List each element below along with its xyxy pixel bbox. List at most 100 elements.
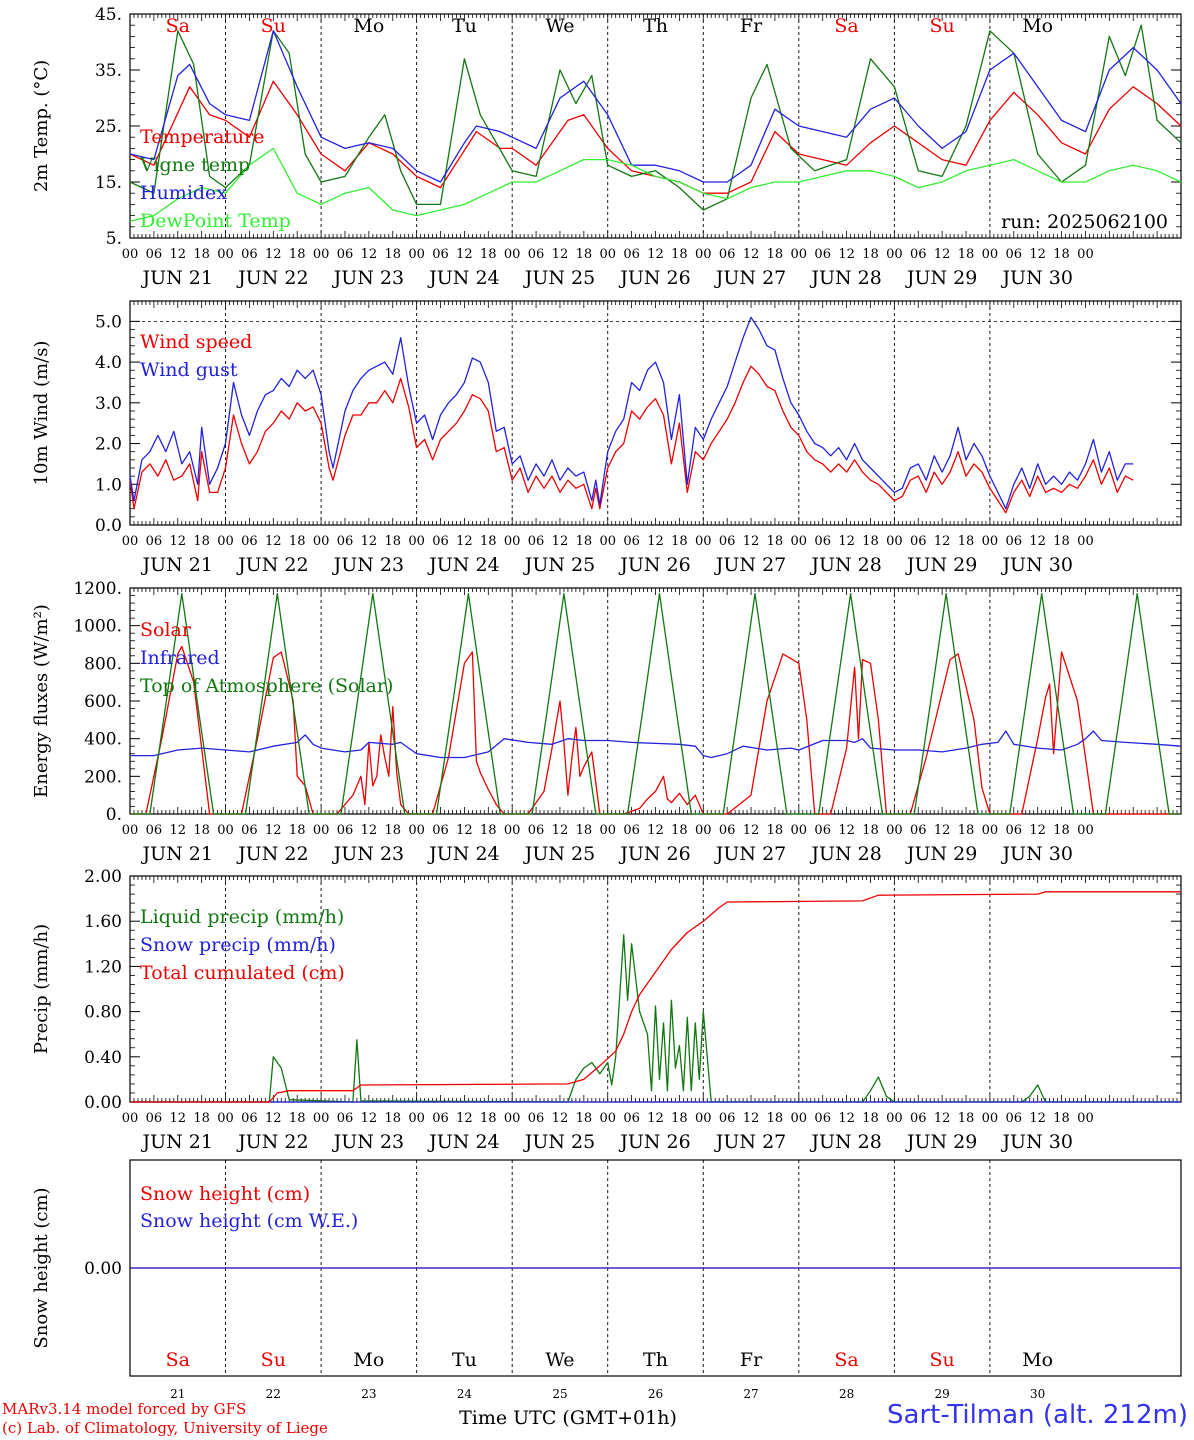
x-hour-label: 18	[1053, 247, 1070, 262]
x-day-label: JUN 25	[523, 267, 595, 289]
x-hour-label: 12	[647, 823, 664, 838]
x-day-number: 25	[552, 1387, 567, 1401]
x-day-label: JUN 26	[618, 1131, 690, 1153]
y-axis-title: Energy fluxes (W/m²)	[31, 604, 52, 798]
x-hour-label: 06	[337, 1111, 354, 1126]
x-hour-label: 00	[408, 1111, 425, 1126]
x-day-label: JUN 21	[141, 267, 213, 289]
legend-entry: Total cumulated (cm)	[140, 962, 345, 984]
plot-frame	[129, 300, 1182, 526]
x-hour-label: 12	[169, 1111, 186, 1126]
x-hour-label: 00	[791, 823, 808, 838]
x-hour-label: 12	[838, 823, 855, 838]
x-day-label: JUN 21	[141, 1131, 213, 1153]
credit-line-2: (c) Lab. of Climatology, University of L…	[2, 1419, 328, 1437]
x-day-label: JUN 29	[905, 554, 977, 576]
x-hour-label: 18	[289, 534, 306, 549]
x-day-label: JUN 26	[618, 267, 690, 289]
x-day-number: 27	[743, 1387, 758, 1401]
x-hour-label: 00	[313, 534, 330, 549]
x-hour-label: 00	[1077, 534, 1094, 549]
x-hour-label: 00	[122, 823, 139, 838]
series-line	[129, 316, 1134, 510]
x-hour-label: 00	[886, 1111, 903, 1126]
x-day-label: JUN 22	[236, 267, 308, 289]
x-hour-label: 00	[217, 1111, 234, 1126]
x-day-number: 29	[934, 1387, 949, 1401]
x-day-label: JUN 27	[714, 554, 786, 576]
y-tick-label: 1.60	[84, 912, 122, 932]
x-hour-label: 18	[767, 534, 784, 549]
x-hour-label: 06	[719, 247, 736, 262]
x-hour-label: 00	[504, 247, 521, 262]
y-tick-label: 2.00	[84, 867, 122, 887]
x-hour-label: 12	[265, 1111, 282, 1126]
x-hour-label: 12	[265, 247, 282, 262]
x-hour-label: 18	[480, 823, 497, 838]
x-hour-label: 06	[432, 1111, 449, 1126]
weekday-label: Th	[643, 1349, 668, 1371]
x-hour-label: 12	[265, 823, 282, 838]
x-hour-label: 06	[241, 823, 258, 838]
x-day-label: JUN 29	[905, 267, 977, 289]
x-hour-label: 06	[146, 247, 163, 262]
x-hour-label: 12	[647, 247, 664, 262]
x-hour-label: 18	[671, 534, 688, 549]
x-day-label: JUN 29	[905, 843, 977, 865]
legend-entry: Snow precip (mm/h)	[140, 934, 336, 956]
x-hour-label: 06	[241, 247, 258, 262]
y-tick-label: 45.	[95, 5, 122, 25]
x-hour-label: 12	[361, 247, 378, 262]
x-day-label: JUN 27	[714, 1131, 786, 1153]
series-line	[130, 592, 1181, 815]
x-hour-label: 12	[1029, 247, 1046, 262]
x-day-number: 30	[1030, 1387, 1045, 1401]
y-tick-label: 25.	[95, 117, 122, 137]
x-hour-label: 06	[910, 823, 927, 838]
x-hour-label: 12	[838, 534, 855, 549]
weekday-label: Mo	[1022, 15, 1053, 37]
x-day-label: JUN 21	[141, 554, 213, 576]
x-hour-label: 12	[838, 247, 855, 262]
y-tick-label: 600.	[84, 692, 122, 712]
y-tick-label: 1.20	[84, 957, 122, 977]
x-day-label: JUN 24	[427, 1131, 499, 1153]
x-hour-label: 12	[1029, 1111, 1046, 1126]
series-line	[129, 365, 1134, 514]
weekday-label: Th	[643, 15, 668, 37]
y-tick-label: 400.	[84, 730, 122, 750]
weekday-label: Su	[261, 1349, 286, 1371]
x-hour-label: 06	[337, 247, 354, 262]
x-hour-label: 12	[743, 534, 760, 549]
x-hour-label: 06	[432, 823, 449, 838]
x-day-label: JUN 28	[809, 554, 881, 576]
x-hour-label: 18	[1053, 1111, 1070, 1126]
weekday-label: Sa	[834, 15, 858, 37]
weekday-label: Su	[930, 1349, 955, 1371]
legend-entry: DewPoint Temp	[140, 210, 291, 232]
x-day-label: JUN 25	[523, 1131, 595, 1153]
x-hour-label: 00	[313, 247, 330, 262]
y-tick-label: 0.40	[84, 1048, 122, 1068]
y-tick-label: 1.0	[95, 475, 122, 495]
x-hour-label: 00	[1077, 247, 1094, 262]
x-hour-label: 18	[671, 247, 688, 262]
x-hour-label: 00	[791, 1111, 808, 1126]
x-hour-label: 06	[146, 823, 163, 838]
legend-entry: Temperature	[140, 126, 264, 148]
plot-frame	[129, 13, 1182, 239]
x-hour-label: 12	[361, 1111, 378, 1126]
x-hour-label: 06	[814, 534, 831, 549]
weekday-label: We	[545, 1349, 574, 1371]
x-day-label: JUN 27	[714, 843, 786, 865]
series-line	[129, 147, 1182, 222]
x-hour-label: 06	[1006, 1111, 1023, 1126]
x-hour-label: 12	[1029, 823, 1046, 838]
x-hour-label: 18	[671, 823, 688, 838]
x-day-label: JUN 27	[714, 267, 786, 289]
x-hour-label: 00	[504, 1111, 521, 1126]
x-day-label: JUN 22	[236, 843, 308, 865]
x-hour-label: 12	[456, 247, 473, 262]
x-hour-label: 06	[528, 534, 545, 549]
